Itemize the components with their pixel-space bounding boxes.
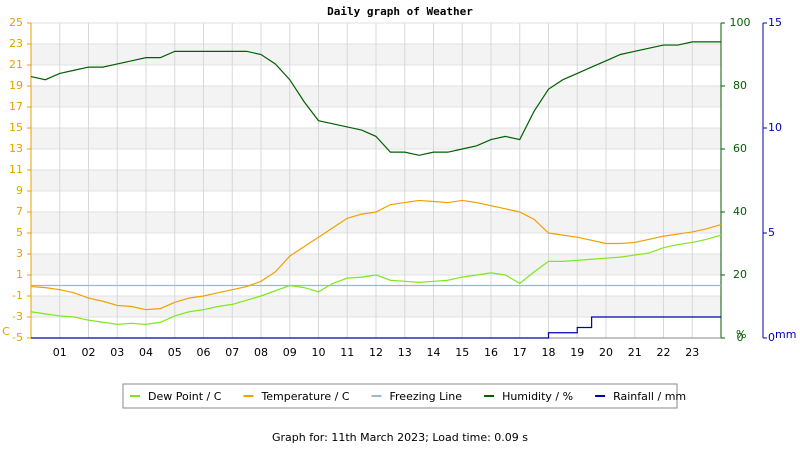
y2-tick-label: 20 [733,268,747,281]
x-tick-label: 19 [570,346,584,359]
x-tick-label: 02 [82,346,96,359]
y2-tick-label: 100 [730,16,751,29]
x-tick-label: 21 [628,346,642,359]
y-tick-label: 7 [16,205,23,218]
legend-label: Dew Point / C [148,390,222,403]
footer: Graph for: 11th March 2023; Load time: 0… [272,431,528,444]
y-tick-label: -1 [12,289,23,302]
series-line [30,234,722,325]
y-tick-label: -5 [12,331,23,344]
y-axis-label: C [2,325,10,338]
y-tick-label: 11 [9,163,23,176]
y-tick-label: 9 [16,184,23,197]
legend-box [122,383,678,409]
legend-label: Rainfall / mm [613,390,686,403]
y3-tick-label: 5 [768,226,775,239]
x-tick-label: 22 [657,346,671,359]
x-tick-label: 15 [455,346,469,359]
y-tick-label: 13 [9,142,23,155]
series-line [30,41,721,156]
x-tick-label: 14 [427,346,441,359]
series-line [30,199,722,311]
y2-tick-label: 40 [733,205,747,218]
legend-label: Humidity / % [502,390,573,403]
y-tick-label: 19 [9,79,23,92]
x-tick-label: 18 [542,346,556,359]
y3-tick-label: 10 [768,121,782,134]
x-tick-label: 04 [139,346,153,359]
y2-tick-label: 80 [733,79,747,92]
x-tick-label: 20 [599,346,613,359]
y-tick-label: -3 [12,310,23,323]
y-tick-label: 25 [9,16,23,29]
x-tick-label: 23 [685,346,699,359]
y3-axis-label: mm [775,328,796,341]
series-line [31,316,721,339]
x-tick-label: 10 [312,346,326,359]
x-tick-label: 13 [398,346,412,359]
x-tick-label: 05 [168,346,182,359]
y-tick-label: 21 [9,58,23,71]
y3-tick-label: 0 [768,331,775,344]
x-tick-label: 17 [513,346,527,359]
x-tick-label: 03 [110,346,124,359]
y-tick-label: 15 [9,121,23,134]
y-tick-label: 5 [16,226,23,239]
y-tick-label: 23 [9,37,23,50]
y-tick-label: 17 [9,100,23,113]
y2-tick-label: 0 [737,331,744,344]
x-tick-label: 06 [197,346,211,359]
x-tick-label: 11 [340,346,354,359]
x-tick-label: 08 [254,346,268,359]
y2-axis-label: % [736,328,746,341]
x-tick-label: 16 [484,346,498,359]
legend-label: Freezing Line [390,390,463,403]
y2-tick-label: 60 [733,142,747,155]
y-tick-label: 3 [16,247,23,260]
chart-title: Daily graph of Weather [327,5,473,18]
y-tick-label: 1 [16,268,23,281]
x-tick-label: 09 [283,346,297,359]
x-tick-label: 12 [369,346,383,359]
x-tick-label: 07 [225,346,239,359]
x-tick-label: 01 [53,346,67,359]
y3-tick-label: 15 [768,16,782,29]
legend-label: Temperature / C [260,390,349,403]
